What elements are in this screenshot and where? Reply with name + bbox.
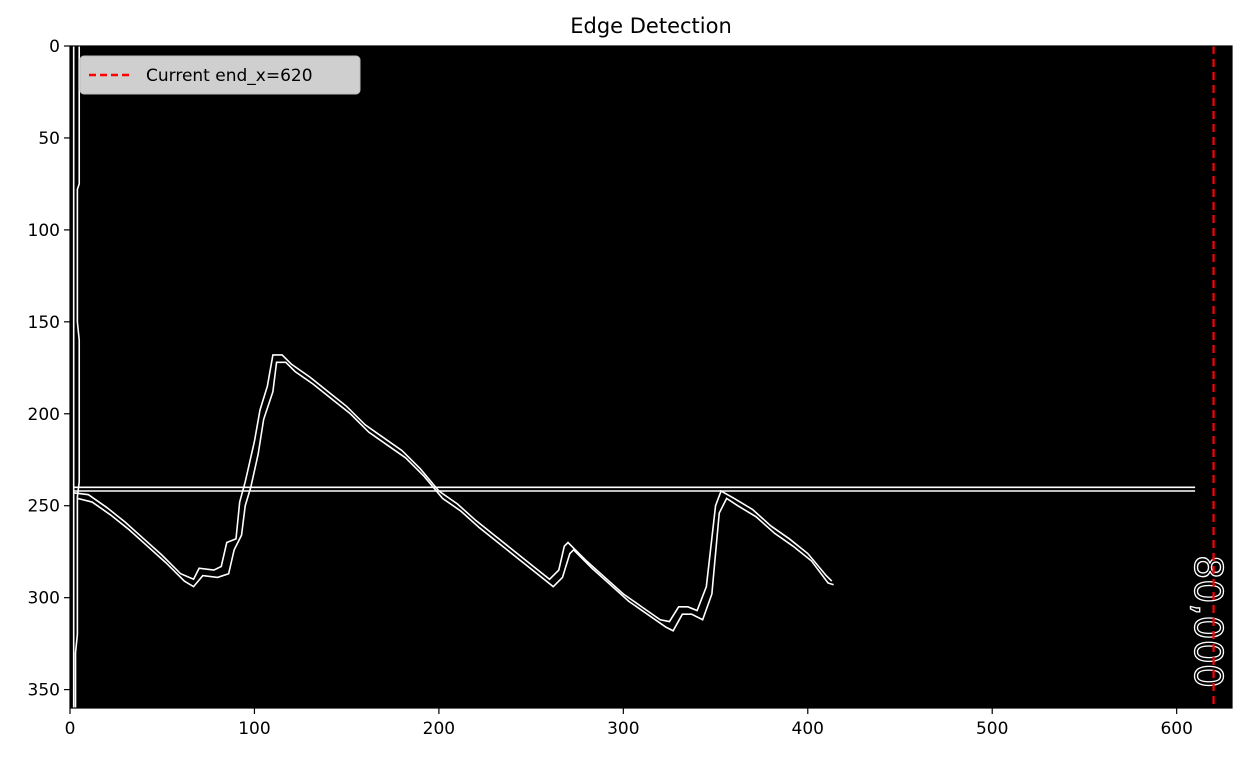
y-tick-label: 300 <box>28 589 60 609</box>
y-tick-label: 150 <box>28 313 60 333</box>
edge-text-group: 80,000 <box>1185 554 1230 688</box>
x-axis-ticks: 0 100 200 300 400 500 600 <box>65 708 1193 739</box>
plot-area: 80,000 <box>69 45 1233 709</box>
edge-left-border-inner <box>74 46 81 708</box>
legend-box <box>79 55 361 95</box>
plot-frame <box>69 45 1233 709</box>
y-tick-label: 100 <box>28 221 60 241</box>
edge-signal-outer <box>73 354 833 623</box>
y-tick-label: 0 <box>49 37 60 57</box>
x-tick-label: 300 <box>607 719 639 739</box>
plot-background <box>70 46 1232 708</box>
x-tick-label: 100 <box>238 719 270 739</box>
legend-label: Current end_x=620 <box>146 66 313 86</box>
x-tick-label: 600 <box>1160 719 1192 739</box>
x-tick-label: 500 <box>976 719 1008 739</box>
edge-text: 80,000 <box>1186 555 1230 688</box>
y-tick-label: 250 <box>28 497 60 517</box>
chart-title: Edge Detection <box>570 14 732 38</box>
edge-signal-inner <box>77 361 834 632</box>
x-tick-label: 400 <box>792 719 824 739</box>
y-tick-label: 200 <box>28 405 60 425</box>
x-tick-label: 0 <box>65 719 76 739</box>
y-tick-label: 350 <box>28 681 60 701</box>
legend: Current end_x=620 <box>79 55 361 95</box>
y-tick-label: 50 <box>38 129 60 149</box>
x-tick-label: 200 <box>423 719 455 739</box>
edge-lines <box>72 46 1196 708</box>
y-axis-ticks: 0 50 100 150 200 250 300 350 <box>28 37 70 701</box>
